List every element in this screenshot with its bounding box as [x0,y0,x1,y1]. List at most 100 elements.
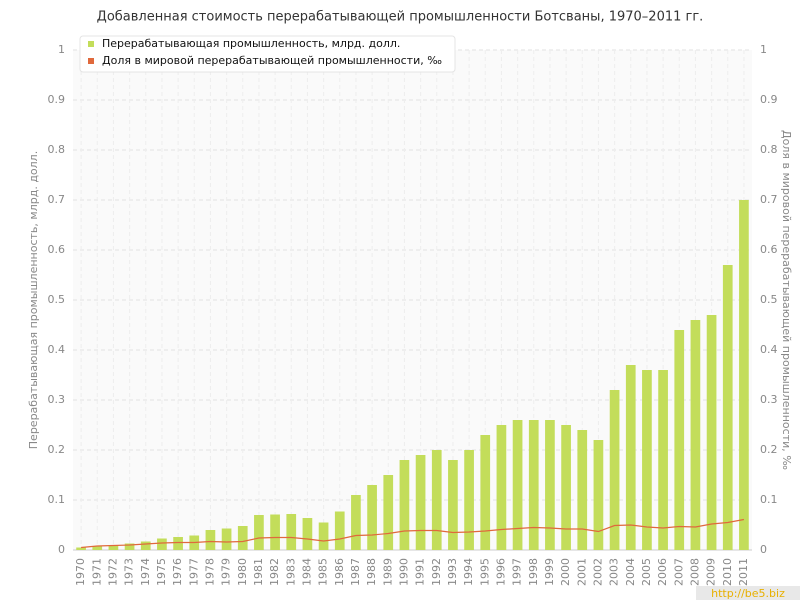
x-tick-label: 2003 [608,558,621,586]
x-tick-label: 2005 [640,558,653,586]
y2-tick-label: 0.7 [760,193,778,206]
x-tick-label: 1994 [462,558,475,586]
bar [270,514,280,550]
x-tick-label: 1974 [139,558,152,586]
x-tick-label: 1976 [171,558,184,586]
x-tick-label: 2007 [672,558,685,586]
y2-tick-label: 0.8 [760,143,778,156]
y-tick-label: 0.5 [48,293,66,306]
bar [157,538,167,550]
bar [237,526,248,550]
x-tick-label: 1977 [187,558,200,586]
x-tick-label: 1995 [478,558,491,586]
bar [221,528,232,550]
bar [448,460,458,550]
x-tick-label: 2010 [721,558,734,586]
x-tick-label: 1986 [333,558,346,586]
x-tick-label: 2000 [559,558,572,586]
chart-title: Добавленная стоимость перерабатывающей п… [97,10,704,25]
bar [92,546,103,550]
legend-swatch [88,41,94,47]
bar [351,495,361,550]
legend: Перерабатывающая промышленность, млрд. д… [79,35,456,73]
y-axis-label: Перерабатывающая промышленность, млрд. д… [27,151,40,449]
x-tick-label: 1970 [74,558,87,586]
bar [528,420,539,550]
bar [415,455,426,550]
bar [577,430,588,550]
x-tick-label: 1987 [349,558,362,586]
bar [674,330,685,550]
y2-tick-label: 0.3 [760,393,778,406]
bar [367,485,377,550]
y2-tick-label: 0.4 [760,343,778,356]
y-tick-label: 0 [58,543,65,556]
y-tick-label: 1 [58,43,65,56]
bar [302,518,313,550]
x-tick-label: 1985 [317,558,330,586]
x-tick-label: 1988 [365,558,378,586]
bar [399,460,410,550]
x-tick-label: 2002 [591,558,604,586]
bar [334,511,345,550]
x-tick-label: 1997 [511,558,524,586]
y-tick-label: 0.9 [48,93,66,106]
watermark-bg [696,586,800,600]
x-tick-label: 1981 [252,558,265,586]
line [81,518,745,549]
y-tick-label: 0.2 [48,443,66,456]
bar [593,440,604,550]
bar [690,320,701,550]
watermark: http://be5.biz [711,587,785,600]
bar [545,420,555,550]
bar [480,435,491,550]
bar [706,315,717,550]
bar [108,545,119,550]
x-tick-label: 2006 [656,558,669,586]
x-tick-label: 2008 [688,558,701,586]
x-tick-label: 1973 [123,558,136,586]
bar [642,370,652,550]
x-tick-label: 1984 [300,558,313,586]
y2-axis-label: Доля в мировой перерабатывающей промышле… [780,130,793,470]
legend-label: Доля в мировой перерабатывающей промышле… [102,54,442,67]
bar [76,547,86,550]
bar [286,514,297,550]
x-tick-label: 1978 [203,558,216,586]
bar [254,515,264,550]
x-tick-label: 1980 [236,558,249,586]
y-tick-label: 0.6 [48,243,66,256]
bar [140,541,151,550]
legend-swatch [88,58,94,64]
x-tick-label: 1972 [106,558,119,586]
bar [464,450,474,550]
y-tick-label: 0.4 [48,343,66,356]
bar [512,420,523,550]
y-tick-label: 0.7 [48,193,66,206]
x-tick-label: 1993 [446,558,459,586]
x-tick-label: 1996 [494,558,507,586]
x-tick-label: 2011 [737,558,750,586]
x-tick-label: 1998 [527,558,540,586]
x-tick-label: 1989 [381,558,394,586]
x-tick-label: 1991 [414,558,427,586]
bar [609,390,620,550]
x-tick-label: 1982 [268,558,281,586]
x-tick-label: 1983 [284,558,297,586]
y-tick-label: 0.8 [48,143,66,156]
y2-tick-label: 0.1 [760,493,778,506]
legend-box [79,35,456,73]
bar [561,425,571,550]
y2-tick-label: 0.5 [760,293,778,306]
x-tick-label: 1975 [155,558,168,586]
y2-tick-label: 0 [760,543,767,556]
x-tick-label: 1971 [90,558,103,586]
bar [739,200,749,550]
y-tick-label: 0.1 [48,493,66,506]
x-tick-label: 2001 [575,558,588,586]
bar [318,522,329,550]
bar [124,543,135,550]
bar [173,537,183,550]
